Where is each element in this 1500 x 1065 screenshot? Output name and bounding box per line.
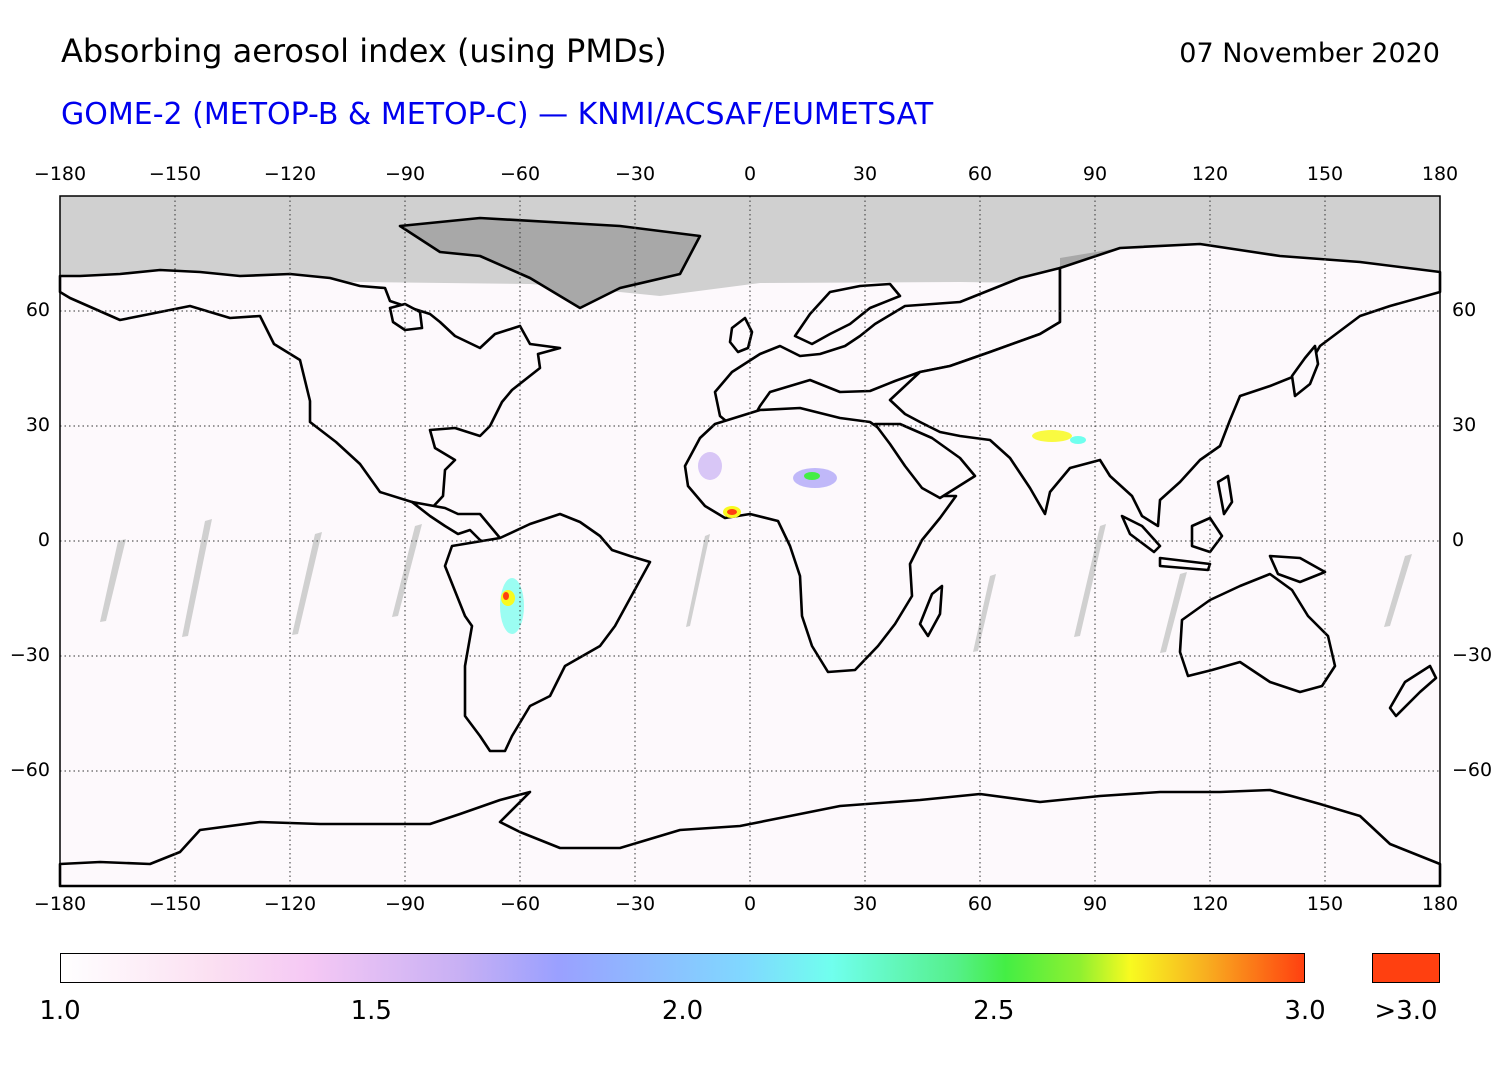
arabian-peninsula-outline bbox=[873, 422, 977, 500]
madagascar-outline bbox=[918, 584, 944, 638]
colorbar-tick-label: 1.5 bbox=[350, 996, 392, 1026]
map-canvas bbox=[58, 195, 1442, 888]
philippines-outline bbox=[1216, 474, 1234, 516]
lon-tick-top: 90 bbox=[1082, 163, 1108, 185]
west-sahara-plume bbox=[698, 452, 722, 480]
map-subtitle: GOME-2 (METOP-B & METOP-C) — KNMI/ACSAF/… bbox=[61, 97, 934, 132]
colorbar-tick-label: 2.0 bbox=[661, 996, 704, 1026]
lon-tick-bottom: −150 bbox=[148, 893, 202, 915]
borneo-outline bbox=[1190, 516, 1224, 554]
map-border bbox=[59, 195, 1441, 887]
lon-tick-bottom: −180 bbox=[33, 893, 87, 915]
map-title: Absorbing aerosol index (using PMDs) bbox=[61, 32, 667, 70]
lat-tick-right: 30 bbox=[1452, 414, 1477, 436]
lon-tick-top: 150 bbox=[1306, 163, 1344, 185]
lat-tick-right: −30 bbox=[1452, 644, 1493, 666]
lat-tick-right: 0 bbox=[1452, 529, 1465, 551]
colorbar-over-label: >3.0 bbox=[1374, 996, 1438, 1026]
lat-tick-left: 0 bbox=[37, 529, 50, 551]
world-map bbox=[58, 195, 1442, 888]
lon-tick-top: −90 bbox=[384, 163, 426, 185]
colorbar-over-swatch bbox=[1372, 953, 1440, 983]
lat-tick-left: −60 bbox=[9, 759, 50, 781]
new-guinea-outline bbox=[1268, 554, 1327, 584]
lon-tick-top: −60 bbox=[499, 163, 541, 185]
lon-tick-top: −30 bbox=[614, 163, 656, 185]
gulf-of-guinea-core bbox=[727, 509, 737, 515]
south-america-outline bbox=[443, 512, 652, 753]
lat-tick-left: 30 bbox=[25, 414, 50, 436]
bolivia-plume-peak bbox=[503, 592, 509, 600]
aerosol-plumes bbox=[500, 430, 1086, 634]
lon-tick-bottom: 0 bbox=[743, 893, 757, 915]
lon-tick-top: 180 bbox=[1421, 163, 1459, 185]
lon-tick-top: −150 bbox=[148, 163, 202, 185]
asia-outline bbox=[888, 242, 1442, 528]
lat-tick-left: −30 bbox=[9, 644, 50, 666]
sumatra-outline bbox=[1120, 514, 1162, 554]
graticule bbox=[60, 196, 1440, 886]
lat-tick-right: −60 bbox=[1452, 759, 1493, 781]
lon-tick-bottom: 90 bbox=[1082, 893, 1108, 915]
lon-tick-top: −180 bbox=[33, 163, 87, 185]
british-isles-outline bbox=[728, 316, 754, 354]
lon-tick-bottom: 180 bbox=[1421, 893, 1459, 915]
java-outline bbox=[1158, 556, 1212, 572]
lon-tick-top: −120 bbox=[263, 163, 317, 185]
australia-outline bbox=[1178, 572, 1337, 694]
colorbar bbox=[60, 953, 1305, 983]
india-plume bbox=[1032, 430, 1072, 442]
colorbar-tick-label: 2.5 bbox=[973, 996, 1015, 1026]
new-zealand-outline bbox=[1388, 664, 1438, 718]
lon-tick-top: 0 bbox=[743, 163, 757, 185]
lon-tick-bottom: 150 bbox=[1306, 893, 1344, 915]
lon-tick-bottom: 120 bbox=[1191, 893, 1229, 915]
lon-tick-bottom: −30 bbox=[614, 893, 656, 915]
lon-tick-bottom: −90 bbox=[384, 893, 426, 915]
scandinavia-outline bbox=[793, 282, 902, 346]
lon-tick-bottom: −120 bbox=[263, 893, 317, 915]
colorbar-tick-label: 3.0 bbox=[1284, 996, 1326, 1026]
lat-tick-right: 60 bbox=[1452, 299, 1477, 321]
lon-tick-top: 60 bbox=[967, 163, 993, 185]
greenland-outline bbox=[398, 216, 702, 310]
lon-tick-bottom: 60 bbox=[967, 893, 993, 915]
lon-tick-top: 30 bbox=[852, 163, 878, 185]
lon-tick-bottom: −60 bbox=[499, 893, 541, 915]
lon-tick-top: 120 bbox=[1191, 163, 1229, 185]
sahel-plume-core bbox=[804, 472, 820, 480]
lat-tick-left: 60 bbox=[25, 299, 50, 321]
japan-outline bbox=[1290, 344, 1320, 398]
lon-tick-bottom: 30 bbox=[852, 893, 878, 915]
india-plume-tail bbox=[1070, 436, 1086, 444]
map-date: 07 November 2020 bbox=[1179, 38, 1440, 69]
no-data-swaths bbox=[100, 519, 1412, 653]
colorbar-tick-label: 1.0 bbox=[39, 996, 81, 1026]
